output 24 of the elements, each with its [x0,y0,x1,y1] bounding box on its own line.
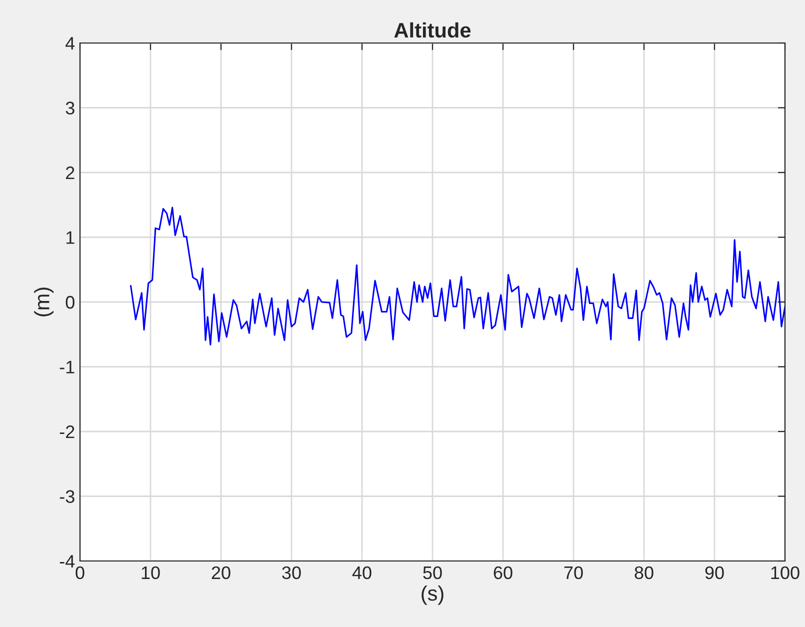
y-tick-label: 4 [66,37,75,50]
x-tick-label: 20 [212,566,230,580]
x-tick-label: 60 [494,566,512,580]
y-tick-label: -4 [60,555,75,568]
x-tick-label: 10 [142,566,160,580]
x-tick-label: 40 [352,566,372,580]
x-tick-label: 90 [705,566,724,580]
x-axis-title: (s) [422,585,444,605]
y-tick-label: -1 [60,360,74,374]
y-tick-label: 0 [66,296,74,309]
y-tick-label: -3 [60,490,74,503]
x-tick-label: 50 [423,566,442,580]
y-tick-label: -2 [60,425,74,438]
line-series [130,206,785,346]
x-tick-label: 80 [634,566,654,580]
chart-title: Altitude [394,22,471,38]
y-tick-label: 2 [66,166,74,180]
x-tick-label: 70 [564,566,583,580]
y-tick-label: 3 [66,102,74,114]
y-tick-label: 1 [66,231,74,244]
y-axis-title: (m) [34,288,54,316]
x-tick-label: 0 [76,566,84,580]
x-tick-label: 30 [282,566,301,580]
x-tick-label: 100 [771,566,800,580]
